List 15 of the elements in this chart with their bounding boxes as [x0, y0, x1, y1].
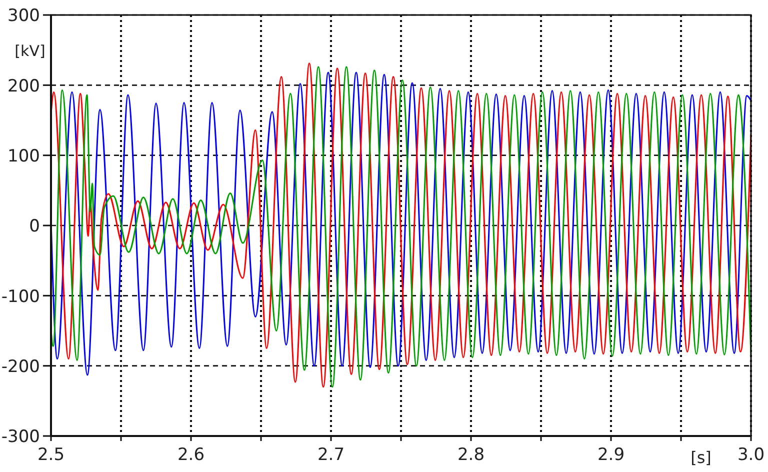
y-axis-title: [kV]	[14, 42, 46, 60]
y-tick-label: 100	[8, 146, 40, 166]
x-tick-label: 2.5	[37, 445, 65, 465]
x-tick-label: 2.9	[597, 445, 625, 465]
y-tick-label: 300	[8, 6, 40, 26]
x-tick-label: 3.0	[737, 445, 765, 465]
y-tick-label: -100	[1, 286, 40, 307]
x-tick-label: 2.6	[177, 445, 205, 465]
y-tick-label: -300	[1, 427, 40, 448]
y-tick-label: 200	[8, 76, 40, 96]
x-tick-label: 2.8	[457, 445, 485, 465]
x-axis-title: [s]	[690, 448, 712, 467]
y-tick-label: -200	[1, 356, 40, 377]
x-tick-label: 2.7	[317, 445, 345, 465]
y-tick-label: 0	[29, 216, 40, 237]
